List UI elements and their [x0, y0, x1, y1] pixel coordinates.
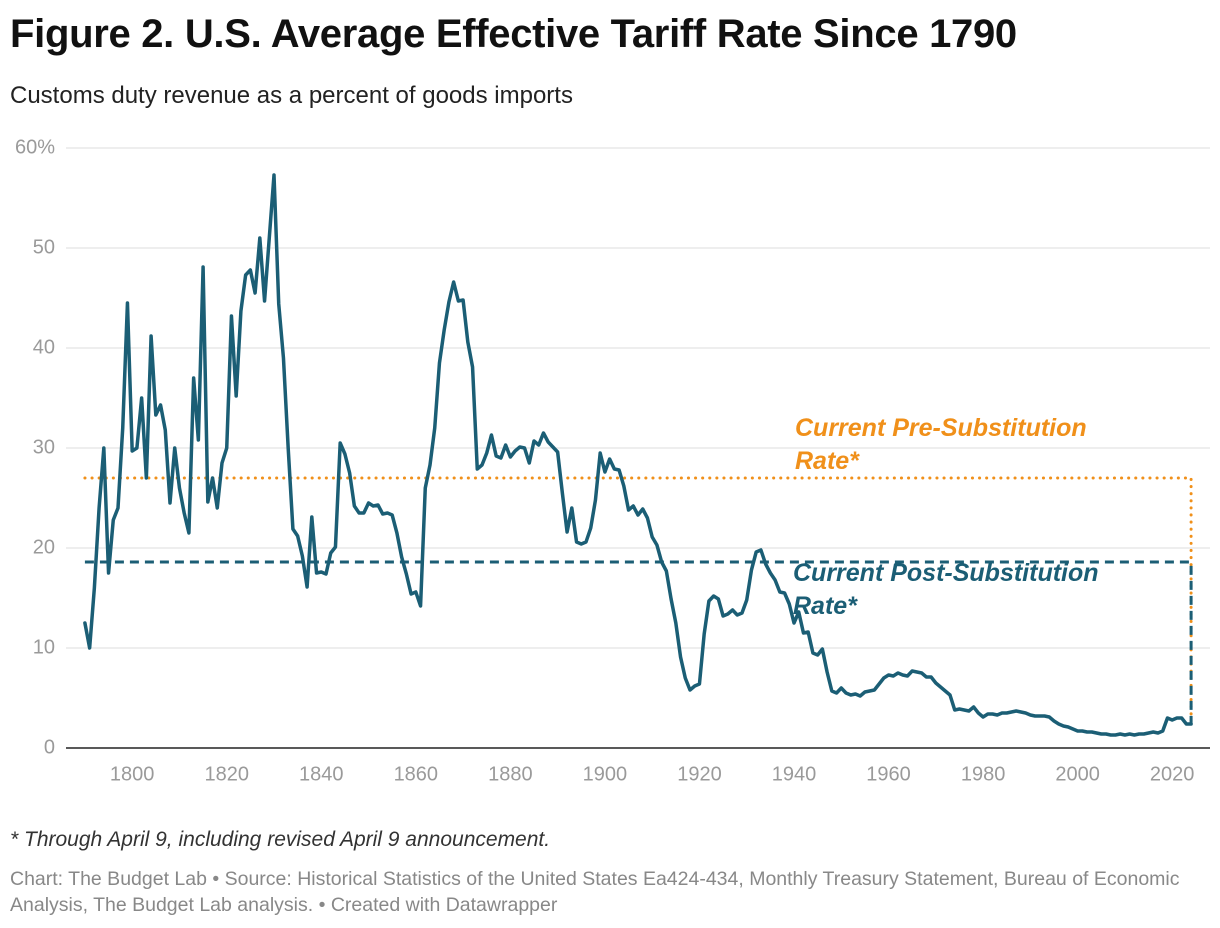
chart-subtitle: Customs duty revenue as a percent of goo…	[10, 82, 573, 109]
x-tick-label: 1880	[488, 763, 533, 785]
y-tick-label: 0	[44, 736, 55, 758]
data-line	[83, 173, 1193, 737]
series-label: Current Post-Substitution Rate*	[793, 559, 1099, 620]
x-tick-label: 1900	[583, 763, 628, 785]
x-tick-label: 1840	[299, 763, 344, 785]
reference-line	[84, 560, 1193, 724]
y-tick-label: 60%	[15, 136, 55, 158]
chart-title: Figure 2. U.S. Average Effective Tariff …	[10, 12, 1017, 56]
source: Chart: The Budget Lab • Source: Historic…	[10, 868, 1180, 916]
y-tick-label: 30	[33, 436, 55, 458]
y-tick-label: 20	[33, 536, 55, 558]
x-tick-label: 1860	[394, 763, 439, 785]
footnote: * Through April 9, including revised Apr…	[10, 828, 551, 851]
series-label: Current Pre-Substitution Rate*	[795, 414, 1087, 475]
y-tick-label: 40	[33, 336, 55, 358]
x-tick-label: 1920	[677, 763, 722, 785]
y-tick-label: 10	[33, 636, 55, 658]
x-tick-label: 2000	[1055, 763, 1100, 785]
x-tick-label: 1820	[204, 763, 249, 785]
x-tick-label: 1960	[866, 763, 911, 785]
x-tick-label: 1800	[110, 763, 155, 785]
x-tick-label: 1940	[772, 763, 817, 785]
x-tick-label: 2020	[1150, 763, 1195, 785]
x-tick-label: 1980	[961, 763, 1006, 785]
y-tick-label: 50	[33, 236, 55, 258]
